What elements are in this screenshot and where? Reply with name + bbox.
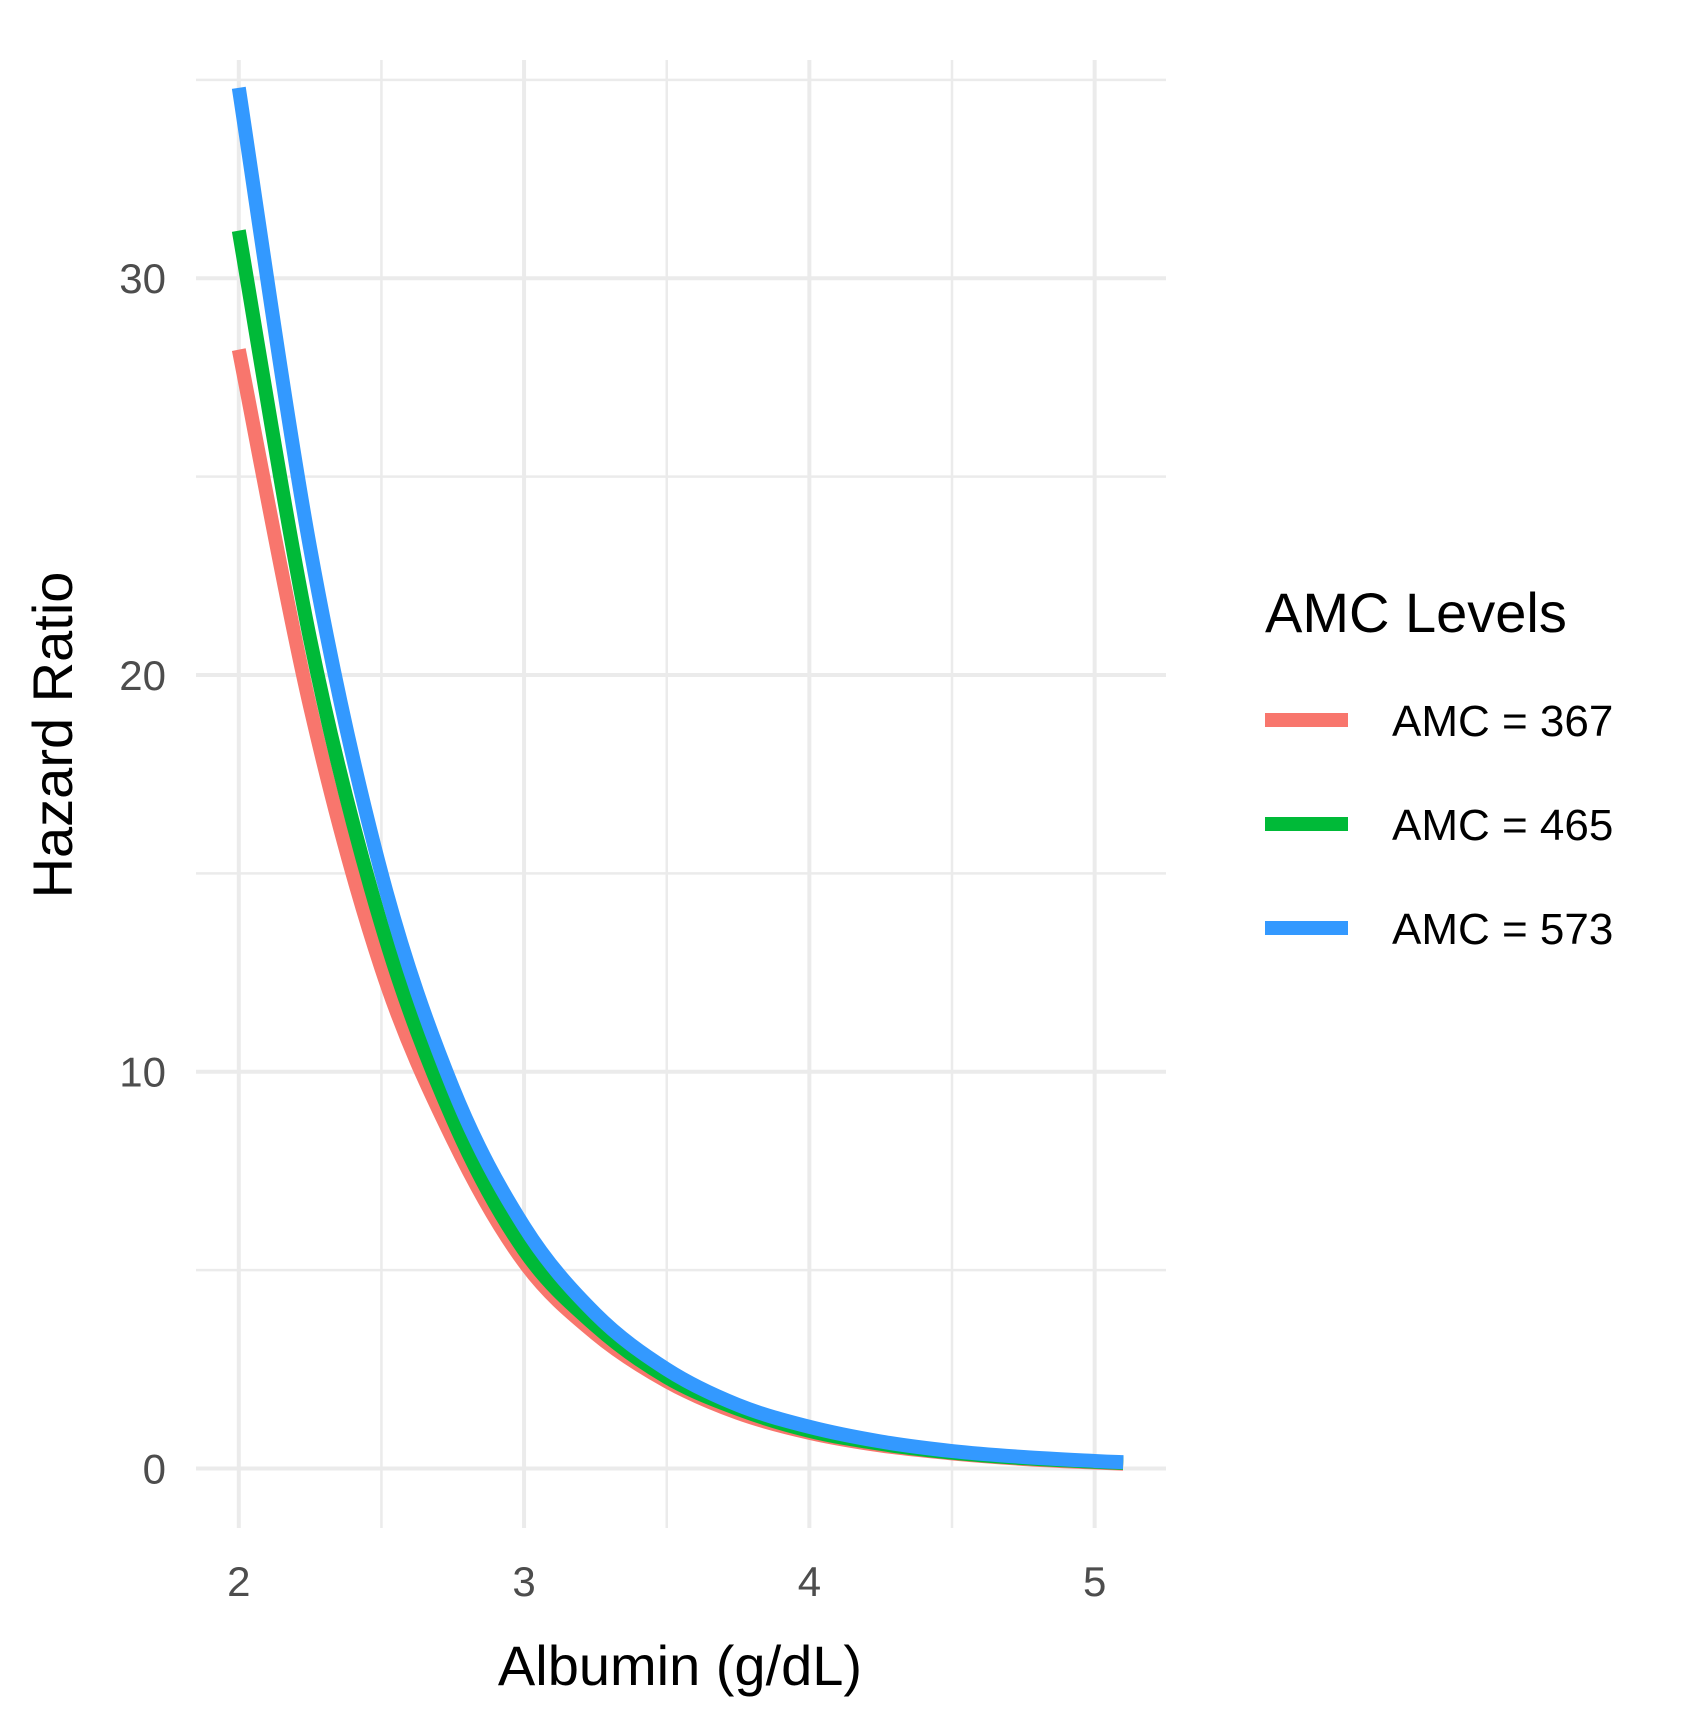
series-line-3: [231, 86, 1124, 1470]
y-axis-title: Hazard Ratio: [21, 572, 84, 899]
x-tick-label: 3: [512, 1558, 535, 1605]
x-tick-label: 5: [1083, 1558, 1106, 1605]
series-lines: [231, 86, 1124, 1471]
y-tick-label: 0: [143, 1445, 166, 1492]
x-axis-title: Albumin (g/dL): [498, 1634, 862, 1697]
x-axis-ticks: 2 3 4 5: [227, 1558, 1106, 1605]
x-tick-label: 4: [798, 1558, 821, 1605]
legend-items: AMC = 367 AMC = 465 AMC = 573: [1265, 697, 1613, 954]
y-tick-label: 20: [119, 652, 166, 699]
legend-label-1: AMC = 367: [1392, 697, 1613, 746]
x-tick-label: 2: [227, 1558, 250, 1605]
y-axis-ticks: 0 10 20 30: [119, 255, 166, 1492]
legend-title: AMC Levels: [1265, 581, 1567, 644]
grid: [196, 60, 1166, 1528]
y-tick-label: 10: [119, 1049, 166, 1096]
legend: AMC Levels AMC = 367 AMC = 465 AMC = 573: [1265, 581, 1613, 954]
y-tick-label: 30: [119, 255, 166, 302]
legend-label-2: AMC = 465: [1392, 801, 1613, 850]
legend-label-3: AMC = 573: [1392, 905, 1613, 954]
